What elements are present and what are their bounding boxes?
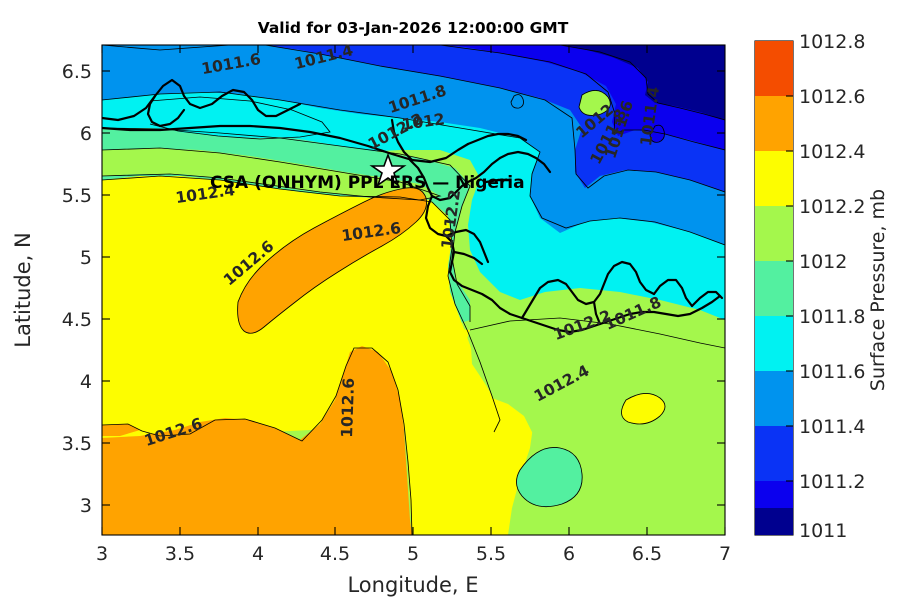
contour-band-1012.2-nw — [102, 148, 440, 200]
y-tick-label: 5 — [80, 247, 92, 269]
x-tick-label: 3.5 — [165, 543, 195, 565]
x-tick-label: 5 — [407, 543, 419, 565]
contour-blob-1012-se — [516, 447, 583, 507]
contour-islet-b — [511, 94, 524, 109]
x-tick-label: 6.5 — [632, 543, 662, 565]
colorbar-axis-title: Surface Pressure, mb — [867, 189, 889, 391]
contour-fill-layer — [102, 45, 725, 535]
coastline-layer — [102, 78, 724, 334]
colorbar-swatch-1012 — [755, 261, 793, 316]
site-label: CSA (ONHYM) PPL ERS — Nigeria — [210, 173, 525, 193]
colorbar-tick-label: 1012.2 — [799, 196, 865, 218]
y-axis-title: Latitude, N — [11, 232, 35, 348]
contour-blob-yellow-se — [621, 393, 665, 424]
colorbar-tick-labels: 1012.8 1012.6 1012.4 1012.2 1012 1011.8 … — [799, 31, 865, 542]
colorbar-tick-label: 1011.6 — [799, 361, 865, 383]
colorbar-tick-label: 1011.4 — [799, 416, 865, 438]
x-tick-label: 4 — [252, 543, 264, 565]
contour-line-layer — [102, 45, 725, 535]
x-tick-marks — [101, 45, 726, 535]
contour-band-1011.2 — [330, 45, 725, 150]
y-tick-labels: 3 3.5 4 4.5 5 5.5 6 6.5 — [62, 61, 92, 517]
x-tick-label: 7 — [719, 543, 731, 565]
x-tick-label: 6 — [563, 543, 575, 565]
contour-sliver-orange — [102, 424, 140, 436]
colorbar-swatch-1012.8 — [755, 41, 793, 96]
y-tick-label: 6 — [80, 123, 92, 145]
colorbar-swatch-1011 — [755, 508, 793, 535]
colorbar-tick-marks — [786, 95, 793, 482]
colorbar-tick-label: 1012.8 — [799, 31, 865, 53]
y-tick-label: 4 — [80, 371, 92, 393]
contour-label: 1012 — [401, 110, 446, 134]
colorbar-swatch-1012.2 — [755, 206, 793, 261]
colorbar-tick-label: 1012.4 — [799, 141, 865, 163]
x-tick-label: 4.5 — [320, 543, 350, 565]
colorbar-tick-label: 1011.8 — [799, 306, 865, 328]
y-tick-label: 3 — [80, 495, 92, 517]
colorbar-swatch-1012.4 — [755, 151, 793, 206]
y-tick-label: 5.5 — [62, 185, 92, 207]
colorbar-swatch-1011.6 — [755, 371, 793, 426]
y-tick-label: 6.5 — [62, 61, 92, 83]
site-star-icon — [369, 152, 407, 188]
x-tick-label: 3 — [96, 543, 108, 565]
colorbar[interactable]: 1012.8 1012.6 1012.4 1012.2 1012 1011.8 … — [754, 31, 889, 542]
y-tick-label: 3.5 — [62, 433, 92, 455]
colorbar-swatch-1011.8 — [755, 316, 793, 371]
colorbar-swatch-1011.2 — [755, 481, 793, 508]
colorbar-tick-label: 1011 — [799, 520, 847, 542]
colorbar-swatch-1011.4 — [755, 426, 793, 481]
x-tick-labels: 3 3.5 4 4.5 5 5.5 6 6.5 7 — [96, 543, 731, 565]
colorbar-tick-label: 1012 — [799, 251, 847, 273]
contour-band-1011.0 — [470, 45, 725, 120]
contour-islet-green — [579, 90, 611, 116]
contour-yellow-lower-center — [404, 328, 536, 535]
contour-lobe-1012.6-sw — [102, 346, 412, 535]
colorbar-tick-label: 1012.6 — [799, 86, 865, 108]
x-axis-title: Longitude, E — [347, 573, 478, 597]
contour-islet-a — [650, 125, 665, 143]
x-tick-label: 5.5 — [476, 543, 506, 565]
y-tick-label: 4.5 — [62, 309, 92, 331]
y-tick-marks — [102, 70, 725, 506]
colorbar-tick-label: 1011.2 — [799, 471, 865, 493]
contour-label: 1012.6 — [338, 378, 358, 438]
contour-lobe-1012.6-ridge — [237, 187, 427, 334]
colorbar-swatch-1012.6 — [755, 96, 793, 151]
page-title: Valid for 03-Jan-2026 12:00:00 GMT — [258, 19, 569, 37]
